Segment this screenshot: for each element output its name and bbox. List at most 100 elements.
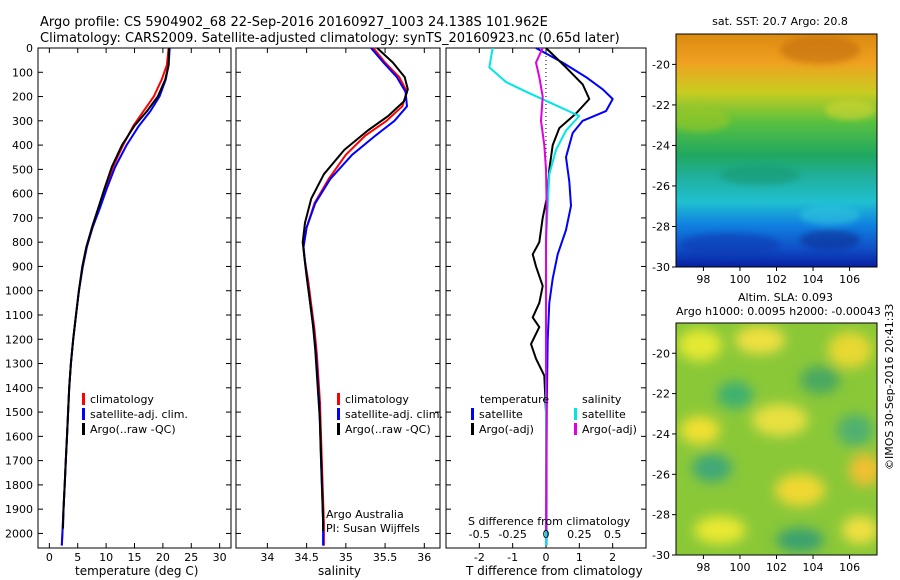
legend-label-sal-satellite: satellite <box>582 408 626 421</box>
salinity-panel: 34 34.5 35 35.5 36 salinity climatology sate… <box>235 47 443 578</box>
series-line-temperature-argo-adj- <box>530 47 591 531</box>
salinity-plot-frame <box>235 47 441 549</box>
map-y-tick-label: -26 <box>652 468 670 481</box>
series-line-argo-raw-qc- <box>62 47 171 529</box>
series-line-argo-raw-qc- <box>301 47 409 531</box>
map-y-tick-label: -28 <box>652 509 670 522</box>
x-tick-label: -2 <box>474 551 485 564</box>
legend-label-satellite: satellite-adj. clim. <box>90 408 188 421</box>
x-tick-label: 10 <box>99 551 113 564</box>
depth-tick-label: 1800 <box>5 479 33 492</box>
map-x-tick-label: 98 <box>696 561 710 574</box>
map-y-tick-label: -22 <box>652 388 670 401</box>
s-diff-tick-label: 0.25 <box>567 528 592 541</box>
map-y-tick-label: -24 <box>652 428 670 441</box>
depth-tick-label: 200 <box>12 91 33 104</box>
map-x-tick-label: 100 <box>729 561 750 574</box>
x-tick-label: 34 <box>260 551 274 564</box>
x-tick-label: 30 <box>213 551 227 564</box>
legend-salinity-title: salinity <box>582 393 622 406</box>
sst-map-axes: 98 100 102 104 106 -20 -22 -24 -26 -28 -30 <box>652 58 860 286</box>
map-y-tick-label: -26 <box>652 180 670 193</box>
series-line-salinity-argo-adj- <box>535 47 548 532</box>
legend-swatch-climatology <box>82 393 85 405</box>
depth-tick-label: 1600 <box>5 430 33 443</box>
legend-swatch-argo <box>337 423 340 435</box>
salinity-x-label: salinity <box>318 564 361 578</box>
depth-tick-label: 1200 <box>5 333 33 346</box>
difference-legend: temperature satellite Argo(-adj) salinit… <box>471 393 637 436</box>
legend-swatch-temp-argo <box>471 423 474 435</box>
x-tick-label: 20 <box>156 551 170 564</box>
legend-temperature-title: temperature <box>480 393 549 406</box>
depth-tick-label: 700 <box>12 212 33 225</box>
annotation-line-1: Argo Australia <box>326 508 404 521</box>
depth-tick-label: 900 <box>12 260 33 273</box>
depth-tick-label: 1400 <box>5 382 33 395</box>
legend-label-argo: Argo(..raw -QC) <box>345 423 431 436</box>
difference-lines <box>488 47 614 546</box>
s-diff-tick-label: 0.5 <box>604 528 622 541</box>
legend-label-climatology: climatology <box>90 393 154 406</box>
sst-map-title: sat. SST: 20.7 Argo: 20.8 <box>712 15 848 28</box>
depth-tick-label: 600 <box>12 188 33 201</box>
imos-timestamp: ©IMOS 30-Sep-2016 20:41:33 <box>883 304 896 470</box>
s-difference-ticks: -0.5 -0.25 0 0.25 0.5 <box>469 528 622 541</box>
depth-axis: 0 100 200 300 400 500 600 700 800 900 1000 1100 1200… <box>5 42 231 540</box>
legend-label-argo: Argo(..raw -QC) <box>90 423 176 436</box>
difference-panel: -2 -1 0 1 2 S difference from climatology -0… <box>445 47 647 578</box>
depth-tick-label: 500 <box>12 163 33 176</box>
map-y-tick-label: -22 <box>652 99 670 112</box>
map-x-tick-label: 104 <box>803 561 824 574</box>
legend-label-climatology: climatology <box>345 393 409 406</box>
salinity-legend: climatology satellite-adj. clim. Argo(..… <box>337 393 443 436</box>
depth-tick-label: 1900 <box>5 503 33 516</box>
x-tick-label: 5 <box>74 551 81 564</box>
t-difference-label: T difference from climatology <box>465 564 643 578</box>
sst-heatmap <box>676 34 877 267</box>
depth-tick-label: 0 <box>26 42 33 55</box>
x-tick-label: 35 <box>339 551 353 564</box>
depth-tick-label: 1500 <box>5 406 33 419</box>
legend-swatch-sal-argo <box>574 423 577 435</box>
depth-tick-label: 800 <box>12 236 33 249</box>
temperature-x-label: temperature (deg C) <box>75 564 198 578</box>
map-x-tick-label: 106 <box>839 273 860 286</box>
map-y-tick-label: -28 <box>652 220 670 233</box>
map-x-tick-label: 102 <box>766 561 787 574</box>
x-tick-label: 0 <box>543 551 550 564</box>
sla-map-subtitle: Argo h1000: 0.0095 h2000: -0.00043 <box>676 305 881 318</box>
map-x-tick-label: 98 <box>696 273 710 286</box>
legend-label-sal-argo: Argo(-adj) <box>582 423 637 436</box>
series-line-satellite-adj-clim- <box>302 47 408 546</box>
x-tick-label: -1 <box>507 551 518 564</box>
legend-swatch-satellite <box>82 408 85 420</box>
map-y-tick-label: -24 <box>652 139 670 152</box>
legend-label-temp-argo: Argo(-adj) <box>479 423 534 436</box>
legend-label-temp-satellite: satellite <box>479 408 523 421</box>
depth-tick-label: 300 <box>12 115 33 128</box>
sla-map: Altim. SLA: 0.093 Argo h1000: 0.0095 h20… <box>652 291 881 574</box>
x-tick-label: 0 <box>46 551 53 564</box>
x-tick-label: 2 <box>609 551 616 564</box>
series-line-temperature-satellite <box>535 47 614 546</box>
x-tick-label: 15 <box>128 551 142 564</box>
x-tick-label: 34.5 <box>294 551 319 564</box>
x-tick-label: 35.5 <box>373 551 398 564</box>
map-x-tick-label: 102 <box>766 273 787 286</box>
salinity-x-axis: 34 34.5 35 35.5 36 <box>236 47 440 564</box>
temperature-x-axis: 0 5 10 15 20 25 30 <box>46 48 227 564</box>
legend-swatch-temp-satellite <box>471 408 474 420</box>
temperature-legend: climatology satellite-adj. clim. Argo(..… <box>82 393 188 436</box>
x-tick-label: 25 <box>184 551 198 564</box>
header-line-2: Climatology: CARS2009. Satellite-adjuste… <box>40 31 620 46</box>
x-tick-label: 36 <box>417 551 431 564</box>
legend-swatch-argo <box>82 423 85 435</box>
depth-tick-label: 1100 <box>5 309 33 322</box>
legend-label-satellite: satellite-adj. clim. <box>345 408 443 421</box>
legend-swatch-climatology <box>337 393 340 405</box>
map-y-tick-label: -30 <box>652 549 670 562</box>
x-tick-label: 1 <box>576 551 583 564</box>
legend-swatch-sal-satellite <box>574 408 577 420</box>
